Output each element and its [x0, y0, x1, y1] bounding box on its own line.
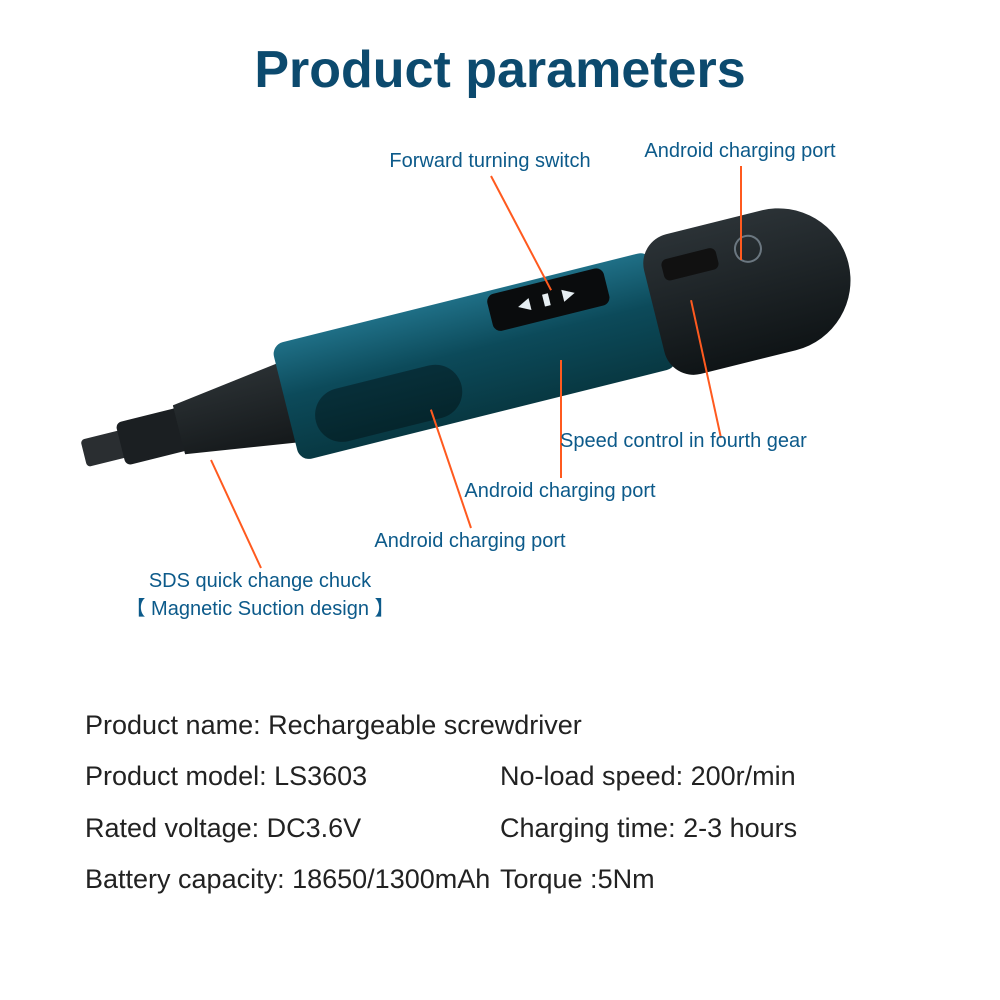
spec-cell: Rated voltage: DC3.6V: [85, 803, 500, 854]
specs-table: Product name: Rechargeable screwdriver P…: [85, 700, 915, 905]
product-diagram: ◀ ▮ ▶ Forward turning switch Android cha…: [0, 140, 1000, 640]
page-title: Product parameters: [0, 40, 1000, 100]
spec-value: DC3.6V: [267, 813, 362, 843]
spec-value: 200r/min: [691, 761, 796, 791]
callout-chuck-line2: 【 Magnetic Suction design 】: [125, 592, 394, 621]
tool-rear: [637, 193, 866, 381]
leader-charging-top: [740, 166, 742, 260]
spec-value: 18650/1300mAh: [292, 864, 490, 894]
spec-label: Product name:: [85, 710, 268, 740]
spec-cell: Charging time: 2-3 hours: [500, 803, 915, 854]
spec-value: 5Nm: [598, 864, 655, 894]
spec-value: 2-3 hours: [683, 813, 797, 843]
spec-row: Product model: LS3603 No-load speed: 200…: [85, 751, 915, 802]
spec-cell: Torque :5Nm: [500, 854, 915, 905]
callout-forward-switch: Forward turning switch: [389, 150, 590, 173]
callout-charging-top: Android charging port: [644, 140, 835, 163]
spec-label: Torque :: [500, 864, 598, 894]
spec-row: Product name: Rechargeable screwdriver: [85, 700, 915, 751]
spec-cell: Battery capacity: 18650/1300mAh: [85, 854, 500, 905]
spec-label: No-load speed:: [500, 761, 691, 791]
callout-speed-control: Speed control in fourth gear: [560, 430, 807, 453]
spec-row: Rated voltage: DC3.6V Charging time: 2-3…: [85, 803, 915, 854]
spec-row: Battery capacity: 18650/1300mAh Torque :…: [85, 854, 915, 905]
spec-label: Charging time:: [500, 813, 683, 843]
spec-value: Rechargeable screwdriver: [268, 710, 582, 740]
spec-label: Product model:: [85, 761, 274, 791]
spec-cell: Product model: LS3603: [85, 751, 500, 802]
callout-charging-mid: Android charging port: [464, 480, 655, 503]
product-illustration: ◀ ▮ ▶: [101, 193, 838, 522]
spec-value: LS3603: [274, 761, 367, 791]
callout-chuck-line1: SDS quick change chuck: [149, 570, 371, 593]
spec-cell: Product name: Rechargeable screwdriver: [85, 700, 915, 751]
spec-label: Rated voltage:: [85, 813, 267, 843]
callout-charging-low: Android charging port: [374, 530, 565, 553]
spec-label: Battery capacity:: [85, 864, 292, 894]
spec-cell: No-load speed: 200r/min: [500, 751, 915, 802]
leader-charging-mid: [560, 360, 562, 478]
